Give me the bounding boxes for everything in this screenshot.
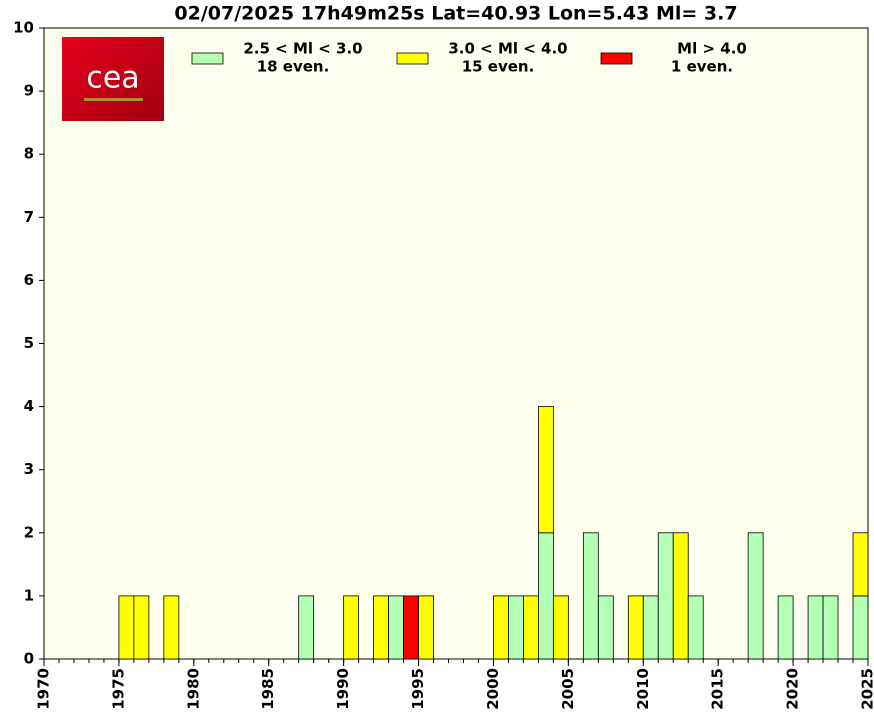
x-tick-label: 2025: [859, 668, 874, 710]
bar-segment: [418, 595, 434, 660]
bar-segment: [852, 595, 869, 660]
legend-count: 1 even.: [671, 58, 733, 76]
x-tick-label: 1995: [409, 668, 427, 710]
legend-swatch: [600, 52, 633, 65]
bar-segment: [538, 532, 554, 660]
legend-swatch: [396, 52, 429, 65]
x-tick-label: 1975: [109, 668, 127, 710]
x-tick-label: 2020: [784, 668, 802, 710]
logo: cea: [62, 37, 164, 121]
y-tick-label: 9: [24, 82, 34, 100]
x-tick-label: 1970: [35, 668, 53, 710]
legend-label: Ml > 4.0: [677, 40, 747, 58]
y-tick-label: 0: [24, 650, 34, 668]
x-tick-label: 2000: [484, 668, 502, 710]
bar-segment: [852, 532, 869, 597]
bar-segment: [822, 595, 839, 660]
bar-segment: [298, 595, 315, 660]
legend-label: 3.0 < Ml < 4.0: [448, 40, 567, 58]
bar-segment: [523, 595, 539, 660]
bar-segment: [343, 595, 360, 660]
plot-area: [43, 27, 869, 660]
bar-segment: [777, 595, 794, 660]
x-tick-label: 2010: [634, 668, 652, 710]
bar-segment: [493, 595, 509, 660]
bar-segment: [508, 595, 524, 660]
y-tick-label: 3: [24, 460, 34, 478]
x-tick-label: 1990: [334, 668, 352, 710]
bar-segment: [582, 532, 599, 660]
logo-text: cea: [86, 61, 139, 96]
bar-segment: [388, 595, 404, 660]
bar-segment: [133, 595, 150, 660]
logo-box: [62, 37, 164, 121]
bar-segment: [597, 595, 614, 660]
bar-segment: [627, 595, 644, 660]
y-tick-label: 1: [24, 586, 34, 604]
y-tick-label: 8: [24, 145, 34, 163]
y-tick-label: 2: [24, 523, 34, 541]
x-tick-label: 2005: [559, 668, 577, 710]
bar-segment: [807, 595, 824, 660]
y-tick-label: 4: [24, 397, 34, 415]
bar-segment: [657, 532, 674, 660]
logo-bar: [84, 98, 143, 101]
bar-segment: [403, 595, 419, 660]
x-tick-label: 1980: [184, 668, 202, 710]
legend-label: 2.5 < Ml < 3.0: [243, 40, 362, 58]
bar-segment: [552, 595, 569, 660]
bar-segment: [687, 595, 704, 660]
bar-segment: [118, 595, 135, 660]
bar-segment: [538, 406, 554, 534]
x-tick-label: 1985: [259, 668, 277, 710]
bar-segment: [672, 532, 689, 660]
bar-segment: [163, 595, 180, 660]
bar-segment: [373, 595, 389, 660]
x-tick-label: 2015: [709, 668, 727, 710]
y-tick-label: 7: [24, 208, 34, 226]
y-tick-label: 6: [24, 271, 34, 289]
y-tick-label: 10: [13, 19, 34, 37]
legend-count: 15 even.: [462, 58, 535, 76]
chart-title: 02/07/2025 17h49m25s Lat=40.93 Lon=5.43 …: [174, 3, 737, 25]
bar-segment: [642, 595, 659, 660]
y-tick-label: 5: [24, 334, 34, 352]
bar-segment: [747, 532, 764, 660]
legend-swatch: [191, 52, 224, 65]
legend-count: 18 even.: [257, 58, 330, 76]
